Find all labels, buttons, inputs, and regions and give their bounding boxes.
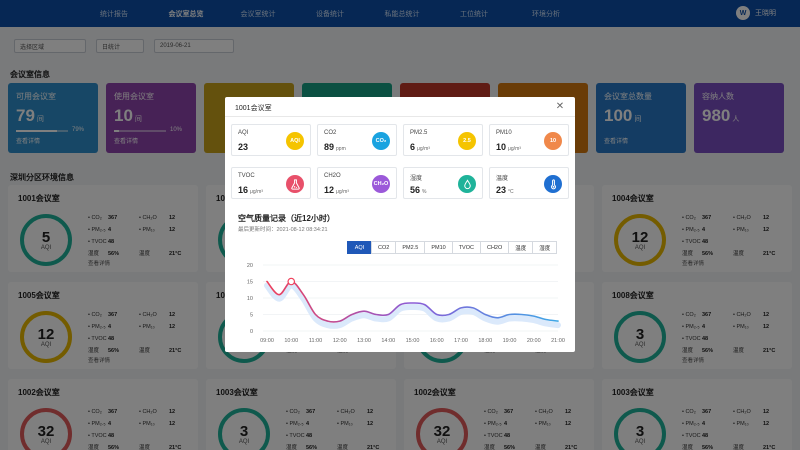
- co2-icon: CO₂: [372, 132, 390, 150]
- x-tick-label: 13:00: [357, 338, 371, 344]
- x-tick-label: 16:00: [430, 338, 444, 344]
- metric-number: 23: [496, 185, 507, 195]
- ch2o-icon: CH₂O: [372, 175, 390, 193]
- x-tick-label: 19:00: [503, 338, 517, 344]
- x-tick-label: 20:00: [527, 338, 541, 344]
- metric-label: CO2: [324, 130, 337, 136]
- data-point-marker: [287, 277, 296, 286]
- y-tick-label: 15: [247, 280, 253, 286]
- aqi-icon: AQI: [286, 132, 304, 150]
- metric-number: 23: [238, 142, 249, 152]
- metric-unit: °C: [508, 189, 514, 195]
- x-tick-label: 10:00: [284, 338, 298, 344]
- modal-title: 1001会议室: [235, 105, 272, 112]
- y-tick-label: 0: [250, 329, 253, 335]
- chart-title: 空气质量记录（近12小时）: [238, 214, 335, 223]
- metric-label: TVOC: [238, 173, 255, 179]
- metric-label: PM10: [496, 130, 512, 136]
- tab-metric[interactable]: CH2O: [479, 241, 510, 254]
- metric-unit: μg/m³: [250, 189, 263, 195]
- flask-icon: [286, 175, 304, 193]
- metric-tabs: AQI CO2 PM2.5 PM10 TVOC CH2O 温度 湿度: [347, 241, 558, 254]
- metric-card: PM10 10 μg/m³ 10: [489, 124, 569, 156]
- x-tick-label: 18:00: [478, 338, 492, 344]
- y-tick-label: 5: [250, 313, 253, 319]
- x-tick-label: 15:00: [406, 338, 420, 344]
- metric-card: AQI 23 AQI: [231, 124, 311, 156]
- metric-number: 10: [496, 142, 507, 152]
- metric-label: PM2.5: [410, 130, 428, 136]
- x-tick-label: 11:00: [309, 338, 322, 344]
- tab-metric[interactable]: PM2.5: [395, 241, 426, 254]
- metric-value: 12 μg/m³: [324, 185, 349, 195]
- metric-card: TVOC 16 μg/m³: [231, 167, 311, 199]
- series-band: [264, 282, 561, 329]
- metric-value: 6 μg/m³: [410, 142, 430, 152]
- metric-unit: μg/m³: [508, 146, 521, 152]
- metric-card: PM2.5 6 μg/m³ 2.5: [403, 124, 483, 156]
- metric-card: 温度 23 °C: [489, 167, 569, 199]
- metric-number: 89: [324, 142, 335, 152]
- pm10-icon: 10: [544, 132, 562, 150]
- y-tick-label: 10: [247, 296, 253, 302]
- tab-metric[interactable]: CO2: [371, 241, 397, 254]
- metric-number: 6: [410, 142, 416, 152]
- series-line: [266, 280, 559, 323]
- tab-metric[interactable]: 温度: [508, 241, 534, 254]
- tab-metric[interactable]: AQI: [347, 241, 372, 254]
- divider: [225, 116, 575, 117]
- tab-metric[interactable]: TVOC: [451, 241, 481, 254]
- metric-number: 56: [410, 185, 421, 195]
- metric-number: 12: [324, 185, 335, 195]
- tab-metric[interactable]: PM10: [424, 241, 453, 254]
- metric-label: CH2O: [324, 173, 341, 179]
- room-detail-modal: 1001会议室 ✕ AQI 23 AQI CO2 89 ppm CO₂ PM2.5 6 μg/m³…: [225, 97, 575, 352]
- x-tick-label: 21:00: [551, 338, 565, 344]
- tab-metric[interactable]: 湿度: [532, 241, 558, 254]
- metric-label: 温度: [496, 176, 509, 182]
- x-tick-label: 14:00: [381, 338, 395, 344]
- thermometer-icon: [544, 175, 562, 193]
- x-tick-label: 12:00: [333, 338, 347, 344]
- metric-number: 16: [238, 185, 249, 195]
- metric-unit: %: [422, 189, 427, 195]
- metric-card: CH2O 12 μg/m³ CH₂O: [317, 167, 397, 199]
- metric-unit: μg/m³: [417, 146, 430, 152]
- metric-label: 湿度: [410, 176, 423, 182]
- close-icon[interactable]: ✕: [555, 100, 565, 112]
- metric-value: 23 °C: [496, 185, 514, 195]
- metric-cards: AQI 23 AQI CO2 89 ppm CO₂ PM2.5 6 μg/m³ 2.5 PM10 10 μ…: [231, 124, 569, 199]
- metric-card: CO2 89 ppm CO₂: [317, 124, 397, 156]
- air-quality-chart: 0 5 10 15 20 09:00 10:00 11:00 12:00 13:00 14:00 15…: [247, 263, 565, 344]
- metric-value: 10 μg/m³: [496, 142, 521, 152]
- metric-card: 湿度 56%: [403, 167, 483, 199]
- y-tick-label: 20: [247, 263, 253, 269]
- metric-unit: μg/m³: [336, 189, 349, 195]
- x-tick-label: 09:00: [260, 338, 274, 344]
- x-tick-label: 17:00: [454, 338, 468, 344]
- droplet-icon: [458, 175, 476, 193]
- metric-value: 16 μg/m³: [238, 185, 263, 195]
- metric-label: AQI: [238, 130, 249, 136]
- pm25-icon: 2.5: [458, 132, 476, 150]
- metric-value: 89 ppm: [324, 142, 346, 152]
- last-updated: 最后更新时间：2021-08-12 08:34:21: [238, 227, 328, 233]
- metric-value: 23: [238, 142, 250, 152]
- metric-value: 56%: [410, 185, 426, 195]
- metric-unit: ppm: [336, 146, 346, 152]
